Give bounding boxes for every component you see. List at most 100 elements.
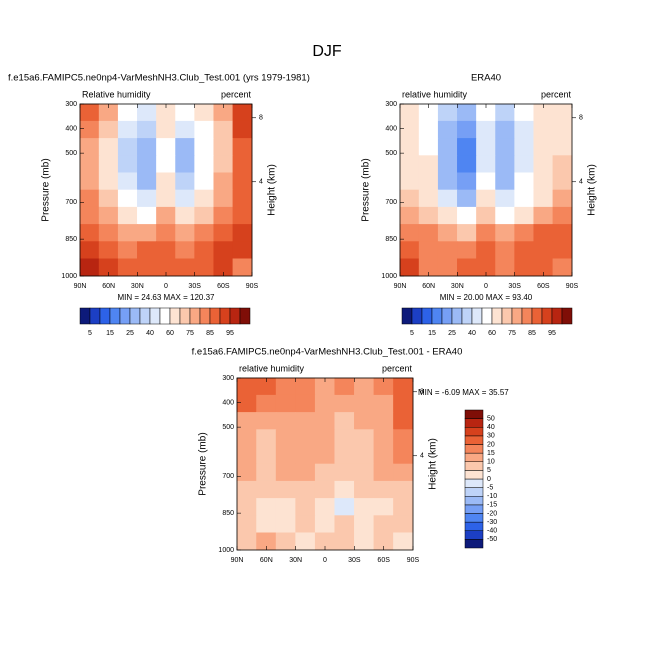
y-tick-label: 850 xyxy=(385,236,397,243)
contour-cell xyxy=(552,103,573,122)
contour-cell xyxy=(236,532,257,551)
contour-cell xyxy=(393,498,414,516)
contour-cell xyxy=(79,120,100,139)
contour-cell xyxy=(156,138,176,156)
contour-cell xyxy=(514,241,535,260)
contour-cell xyxy=(256,532,277,551)
colorbar-label: 60 xyxy=(488,330,496,337)
contour-cell xyxy=(194,138,215,156)
contour-cell xyxy=(236,429,257,448)
contour-cell xyxy=(354,377,375,396)
contour-cell xyxy=(98,206,119,225)
contour-cell xyxy=(236,498,257,516)
colorbar-box xyxy=(209,307,221,325)
contour-cell xyxy=(213,241,234,260)
x-tick-label: 60S xyxy=(537,283,550,290)
contour-cell xyxy=(354,429,375,448)
contour-cell xyxy=(295,412,316,430)
colorbar-box xyxy=(551,307,563,325)
contour-cell xyxy=(476,224,496,242)
colorbar-label: 15 xyxy=(106,330,114,337)
contour-cell xyxy=(232,172,253,191)
y2-tick-label: 8 xyxy=(420,389,424,396)
x-tick-label: 60N xyxy=(422,283,435,290)
colorbar-box xyxy=(464,513,484,523)
contour-cell xyxy=(175,103,195,122)
contour-cell xyxy=(418,189,439,208)
colorbar-box xyxy=(189,307,201,325)
colorbar-label: 0 xyxy=(487,476,491,483)
contour-cell xyxy=(373,394,394,413)
contour-cell xyxy=(437,189,458,208)
contour-cell xyxy=(533,189,554,208)
contour-cell xyxy=(457,258,477,277)
contour-cell xyxy=(533,120,554,139)
contour-cell xyxy=(457,206,477,225)
contour-cell xyxy=(314,498,336,516)
contour-cell xyxy=(354,446,375,465)
panel-subtitle-right: percent xyxy=(541,89,572,99)
contour-cell xyxy=(236,377,257,396)
x-tick-label: 30N xyxy=(289,557,302,564)
contour-cell xyxy=(418,241,439,260)
colorbar-label: 60 xyxy=(166,330,174,337)
y2-tick-label: 8 xyxy=(579,115,583,122)
contour-cell xyxy=(533,172,554,191)
colorbar-box xyxy=(464,496,484,506)
colorbar-label: -10 xyxy=(487,493,497,500)
contour-cell xyxy=(295,463,316,482)
contour-cell xyxy=(437,224,458,242)
contour-cell xyxy=(194,258,215,277)
colorbar-label: 25 xyxy=(448,330,456,337)
contour-cell xyxy=(373,412,394,430)
contour-cell xyxy=(98,258,119,277)
contour-cell xyxy=(137,138,157,156)
contour-cell xyxy=(552,138,573,156)
y2-tick-label: 4 xyxy=(579,179,583,186)
contour-cell xyxy=(79,103,100,122)
colorbar-label: -40 xyxy=(487,528,497,535)
panel-subtitle-left: relative humidity xyxy=(402,89,468,99)
contour-cell xyxy=(393,429,414,448)
x-tick-label: 90N xyxy=(74,283,87,290)
colorbar-box xyxy=(451,307,463,325)
contour-cell xyxy=(156,258,176,277)
contour-cell xyxy=(552,224,573,242)
contour-cell xyxy=(373,515,394,534)
contour-cell xyxy=(79,206,100,225)
colorbar-box xyxy=(541,307,553,325)
y-tick-label: 500 xyxy=(65,150,77,157)
colorbar-box xyxy=(521,307,533,325)
colorbar-label: -50 xyxy=(487,536,497,543)
colorbar-box xyxy=(179,307,191,325)
contour-cell xyxy=(418,138,439,156)
colorbar-box xyxy=(464,427,484,437)
contour-cell xyxy=(256,429,277,448)
colorbar-label: 20 xyxy=(487,441,495,448)
contour-cell xyxy=(175,206,195,225)
contour-cell xyxy=(373,463,394,482)
colorbar-label: 40 xyxy=(146,330,154,337)
contour-cell xyxy=(156,155,176,174)
contour-cell xyxy=(552,172,573,191)
contour-cell xyxy=(156,172,176,191)
contour-cell xyxy=(495,224,515,242)
contour-cell xyxy=(156,241,176,260)
contour-cell xyxy=(194,241,215,260)
contour-cell xyxy=(373,429,394,448)
contour-cell xyxy=(213,103,234,122)
x-tick-label: 30S xyxy=(508,283,521,290)
contour-cell xyxy=(373,446,394,465)
colorbar-box xyxy=(411,307,423,325)
min-max-annotation: MIN = -6.09 MAX = 35.57 xyxy=(418,388,509,397)
contour-cell xyxy=(514,138,535,156)
contour-cell xyxy=(156,189,176,208)
y2-axis-label: Height (km) xyxy=(428,438,439,490)
contour-cell xyxy=(399,172,420,191)
panel-subtitle-right: percent xyxy=(221,89,252,99)
contour-cell xyxy=(275,498,296,516)
contour-cell xyxy=(457,120,477,139)
contour-cell xyxy=(495,206,515,225)
y-tick-label: 500 xyxy=(385,150,397,157)
contour-cell xyxy=(514,206,535,225)
